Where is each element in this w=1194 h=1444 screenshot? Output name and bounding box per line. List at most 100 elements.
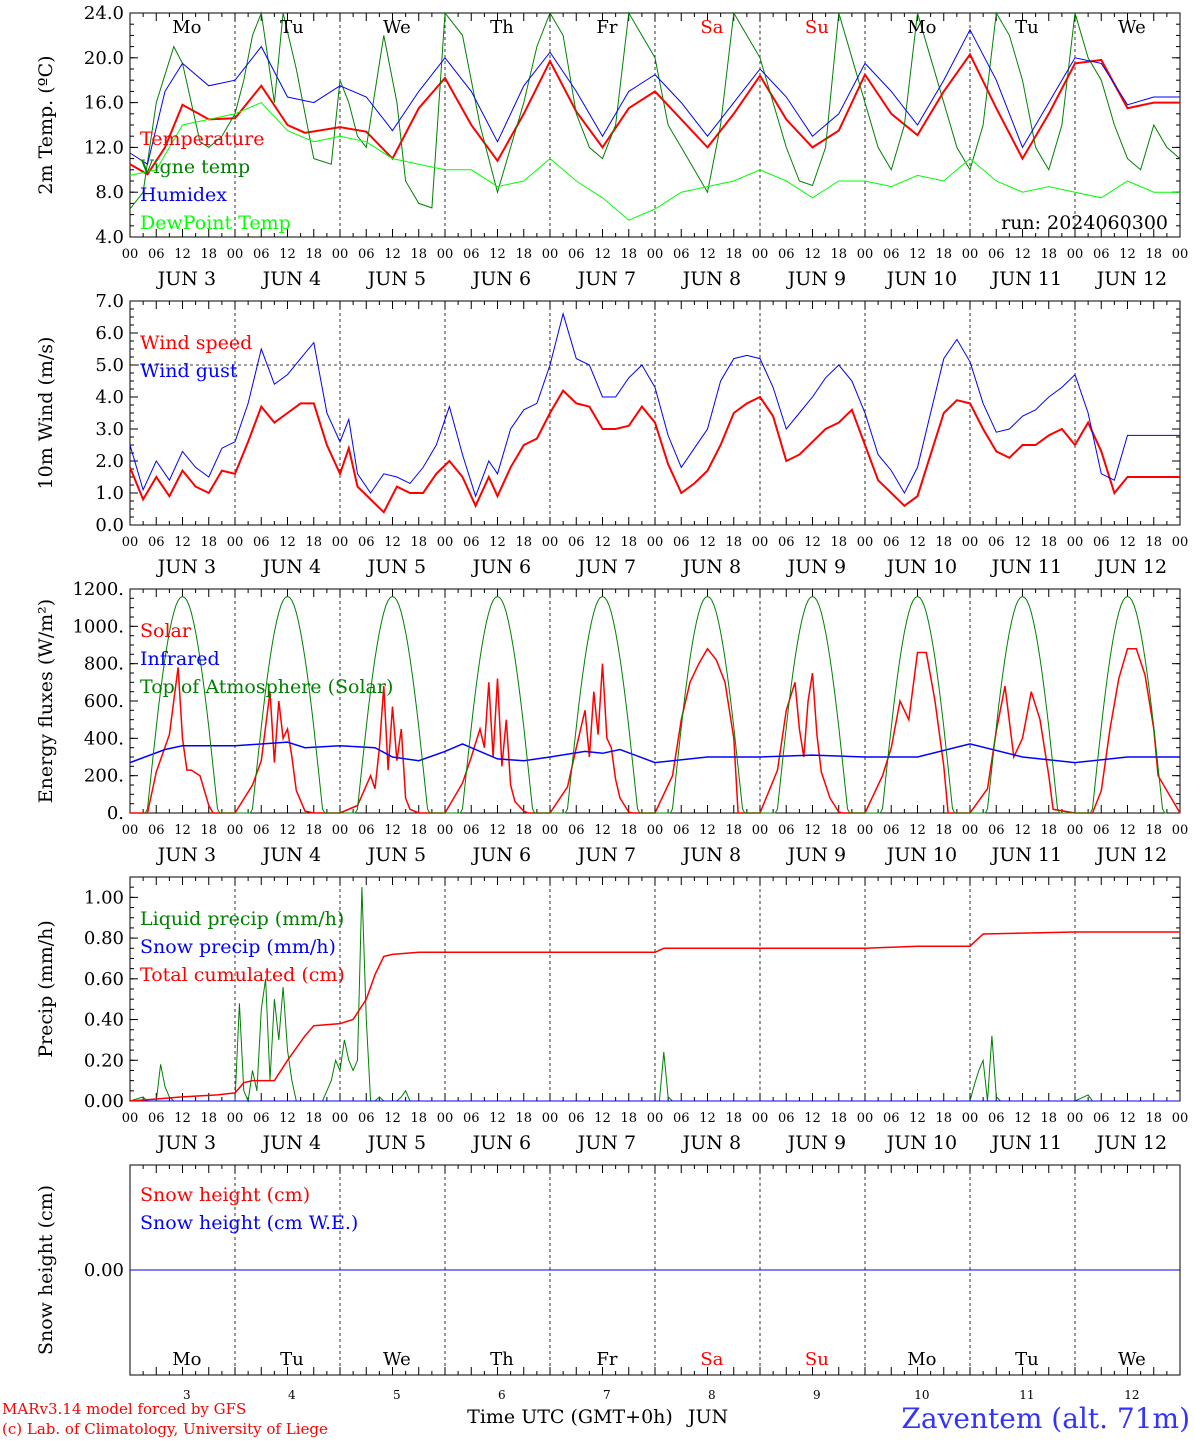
hour-label: 12 [594,1111,611,1126]
hour-label: 12 [1119,823,1136,838]
hour-label: 18 [620,535,637,550]
credit-line: MARv3.14 model forced by GFS [2,1400,246,1418]
hour-label: 18 [305,823,322,838]
hour-label: 06 [673,247,690,262]
hour-label: 18 [830,1111,847,1126]
hour-label: 18 [725,1111,742,1126]
hour-label: 06 [358,247,375,262]
date-label: JUN 9 [786,844,846,866]
date-label: JUN 12 [1095,844,1167,866]
hour-label: 00 [1172,247,1189,262]
series-line [143,595,1167,814]
day-name: Th [490,17,514,38]
hour-label: 12 [1119,1111,1136,1126]
hour-label: 06 [568,535,585,550]
date-label: JUN 10 [885,268,957,290]
date-label: JUN 7 [576,1132,636,1154]
hour-label: 18 [830,247,847,262]
hour-label: 00 [752,247,769,262]
y-tick-label: 1000. [72,616,124,637]
date-label: JUN 5 [366,268,426,290]
y-tick-label: 1.00 [84,887,124,908]
hour-label: 18 [935,535,952,550]
hour-label: 06 [358,535,375,550]
hour-label: 12 [174,247,191,262]
hour-label: 12 [909,247,926,262]
day-number: 11 [1019,1388,1034,1402]
hour-label: 06 [1093,247,1110,262]
day-number: 3 [183,1388,191,1402]
date-label: JUN 3 [156,556,216,578]
hour-label: 18 [725,535,742,550]
date-label: JUN 8 [681,556,741,578]
date-label: JUN 9 [786,1132,846,1154]
hour-label: 12 [384,535,401,550]
hour-label: 12 [594,823,611,838]
date-label: JUN 10 [885,844,957,866]
hour-label: 00 [1172,1111,1189,1126]
date-label: JUN 3 [156,844,216,866]
date-label: JUN 3 [156,268,216,290]
hour-label: 06 [988,823,1005,838]
hour-label: 06 [463,1111,480,1126]
date-label: JUN 5 [366,844,426,866]
day-name: Mo [172,1349,201,1370]
hour-label: 18 [1040,535,1057,550]
day-number: 4 [288,1388,296,1402]
date-label: JUN 12 [1095,268,1167,290]
y-tick-label: 800. [84,654,124,675]
series-line [129,102,1180,221]
legend-item: Vigne temp [139,156,250,178]
day-name: Mo [172,17,201,38]
day-name: We [1118,1349,1146,1370]
hour-label: 12 [1014,1111,1031,1126]
hour-label: 00 [647,1111,664,1126]
hour-label: 12 [279,823,296,838]
hour-label: 06 [358,823,375,838]
hour-label: 00 [857,1111,874,1126]
hour-label: 12 [1014,247,1031,262]
hour-label: 12 [804,1111,821,1126]
hour-label: 18 [410,247,427,262]
hour-label: 12 [1119,247,1136,262]
hour-label: 00 [437,535,454,550]
hour-label: 18 [200,247,217,262]
date-label: JUN 6 [471,1132,531,1154]
hour-label: 12 [174,535,191,550]
hour-label: 18 [1145,823,1162,838]
date-label: JUN 7 [576,556,636,578]
hour-label: 06 [568,823,585,838]
hour-label: 06 [883,535,900,550]
series-line [129,311,1180,498]
hour-label: 00 [1067,535,1084,550]
date-label: JUN 5 [366,1132,426,1154]
hour-label: 00 [647,535,664,550]
hour-label: 12 [279,1111,296,1126]
hour-label: 18 [830,823,847,838]
legend-item: Wind speed [140,332,252,354]
day-name: Fr [596,1349,617,1370]
y-tick-label: 12.0 [84,137,124,158]
x-axis-label: Time UTC (GMT+0h) [467,1406,673,1428]
date-label: JUN 6 [471,268,531,290]
y-axis-label: Snow height (cm) [35,1185,57,1355]
date-label: JUN 11 [990,844,1062,866]
hour-label: 06 [148,535,165,550]
hour-label: 12 [174,823,191,838]
y-tick-label: 0.0 [95,515,124,536]
hour-label: 18 [620,823,637,838]
series-line [129,388,1180,514]
legend-item: Snow precip (mm/h) [140,936,336,958]
hour-label: 12 [699,247,716,262]
series-line [129,931,1180,1102]
hour-label: 18 [620,1111,637,1126]
hour-label: 06 [988,1111,1005,1126]
date-label: JUN 8 [681,268,741,290]
y-tick-label: 7.0 [95,291,124,312]
hour-label: 12 [384,823,401,838]
hour-label: 00 [437,247,454,262]
legend-item: DewPoint Temp [140,212,291,234]
hour-label: 12 [909,535,926,550]
hour-label: 12 [909,1111,926,1126]
